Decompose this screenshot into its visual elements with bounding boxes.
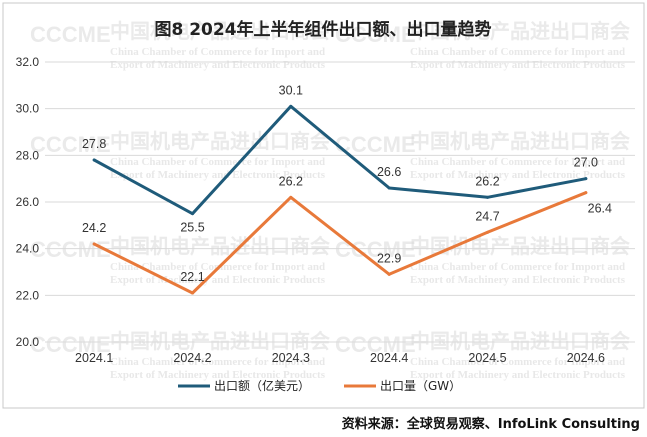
watermark-en-line1: China Chamber of Commerce for Import and xyxy=(110,46,325,58)
x-axis: 2024.1 2024.2 2024.3 2024.4 2024.5 2024.6 xyxy=(75,351,605,365)
data-point xyxy=(387,272,391,276)
data-label: 26.2 xyxy=(279,174,303,188)
data-labels: 27.8 25.5 30.1 26.6 26.2 27.0 24.2 22.1 26.2 22.9… xyxy=(82,83,612,284)
watermark-logo: CCCME xyxy=(30,22,111,47)
chart-border xyxy=(2,2,645,409)
watermark-en-line1: China Chamber of Commerce for Import and xyxy=(410,156,625,168)
x-tick-label: 2024.4 xyxy=(370,351,408,365)
data-label: 27.0 xyxy=(574,156,598,170)
data-label: 22.1 xyxy=(180,270,204,284)
x-tick-label: 2024.6 xyxy=(567,351,605,365)
data-point xyxy=(289,104,293,108)
watermark-logo: CCCME xyxy=(30,237,111,262)
watermark-logo: CCCME xyxy=(335,332,416,357)
watermark-logo: CCCME xyxy=(30,132,111,157)
watermark-cn: 中国机电产品进出口商会 xyxy=(110,234,330,258)
data-label: 30.1 xyxy=(279,83,303,97)
data-point xyxy=(289,195,293,199)
series-line-export-volume xyxy=(92,191,588,295)
data-label: 26.4 xyxy=(588,202,612,216)
legend: 出口额（亿美元） 出口量（GW） xyxy=(178,378,461,393)
y-tick-label: 30.0 xyxy=(16,102,40,116)
watermark-logo: CCCME xyxy=(335,22,416,47)
watermark-cn: 中国机电产品进出口商会 xyxy=(410,329,630,353)
data-point xyxy=(486,230,489,234)
data-point xyxy=(387,186,391,190)
watermark-en-line1: China Chamber of Commerce for Import and xyxy=(410,261,625,273)
x-tick-label: 2024.1 xyxy=(75,351,113,365)
data-label: 24.7 xyxy=(475,209,499,223)
watermark-cn: 中国机电产品进出口商会 xyxy=(410,19,630,43)
y-tick-label: 28.0 xyxy=(16,148,40,162)
x-tick-label: 2024.2 xyxy=(173,351,211,365)
watermark-en-line2: Export of Machinery and Electronic Produ… xyxy=(110,369,326,381)
series-line-export-value xyxy=(92,104,588,216)
legend-label-export-volume: 出口量（GW） xyxy=(380,379,461,393)
watermark-en-line1: China Chamber of Commerce for Import and xyxy=(110,156,325,168)
legend-label-export-value: 出口额（亿美元） xyxy=(214,378,310,393)
gridlines xyxy=(45,61,635,343)
x-tick-label: 2024.5 xyxy=(468,351,506,365)
data-label: 26.6 xyxy=(377,165,401,179)
data-point xyxy=(486,195,489,199)
y-tick-label: 20.0 xyxy=(16,335,40,349)
watermark-en-line2: Export of Machinery and Electronic Produ… xyxy=(410,369,626,381)
series-layer xyxy=(92,104,588,295)
data-point xyxy=(92,158,96,162)
chart-title: 图8 2024年上半年组件出口额、出口量趋势 xyxy=(154,19,491,40)
watermark-cn: 中国机电产品进出口商会 xyxy=(110,129,330,153)
watermark-en-line1: China Chamber of Commerce for Import and xyxy=(410,356,625,368)
watermark-en-line2: Export of Machinery and Electronic Produ… xyxy=(410,274,626,286)
watermark-en-line2: Export of Machinery and Electronic Produ… xyxy=(110,274,326,286)
data-label: 27.8 xyxy=(82,137,106,151)
watermark-cn: 中国机电产品进出口商会 xyxy=(410,129,630,153)
watermark-en-line2: Export of Machinery and Electronic Produ… xyxy=(110,169,326,181)
y-tick-label: 26.0 xyxy=(16,195,40,209)
source-note: 资料来源：全球贸易观察、InfoLink Consulting xyxy=(342,416,640,432)
watermark-en-line2: Export of Machinery and Electronic Produ… xyxy=(410,169,626,181)
watermark-cn: 中国机电产品进出口商会 xyxy=(110,329,330,353)
watermark-en-line1: China Chamber of Commerce for Import and xyxy=(110,356,325,368)
watermark-en-line2: Export of Machinery and Electronic Produ… xyxy=(110,59,326,71)
watermark-en-line1: China Chamber of Commerce for Import and xyxy=(410,46,625,58)
data-label: 25.5 xyxy=(180,221,204,235)
data-point xyxy=(191,212,194,216)
watermark-logo: CCCME xyxy=(30,332,111,357)
data-label: 26.2 xyxy=(475,174,499,188)
watermark-cn: 中国机电产品进出口商会 xyxy=(110,19,330,43)
data-point xyxy=(584,177,588,181)
data-label: 22.9 xyxy=(377,251,401,265)
y-tick-label: 24.0 xyxy=(16,242,40,256)
y-axis: 20.0 22.0 24.0 26.0 28.0 30.0 32.0 xyxy=(16,55,40,349)
y-tick-label: 32.0 xyxy=(16,55,40,69)
data-point xyxy=(191,291,194,295)
x-tick-label: 2024.3 xyxy=(272,351,310,365)
data-point xyxy=(92,242,96,246)
y-tick-label: 22.0 xyxy=(16,288,40,302)
data-label: 24.2 xyxy=(82,221,106,235)
watermark-cn: 中国机电产品进出口商会 xyxy=(410,234,630,258)
data-point xyxy=(584,191,588,195)
watermark-en-line2: Export of Machinery and Electronic Produ… xyxy=(410,59,626,71)
